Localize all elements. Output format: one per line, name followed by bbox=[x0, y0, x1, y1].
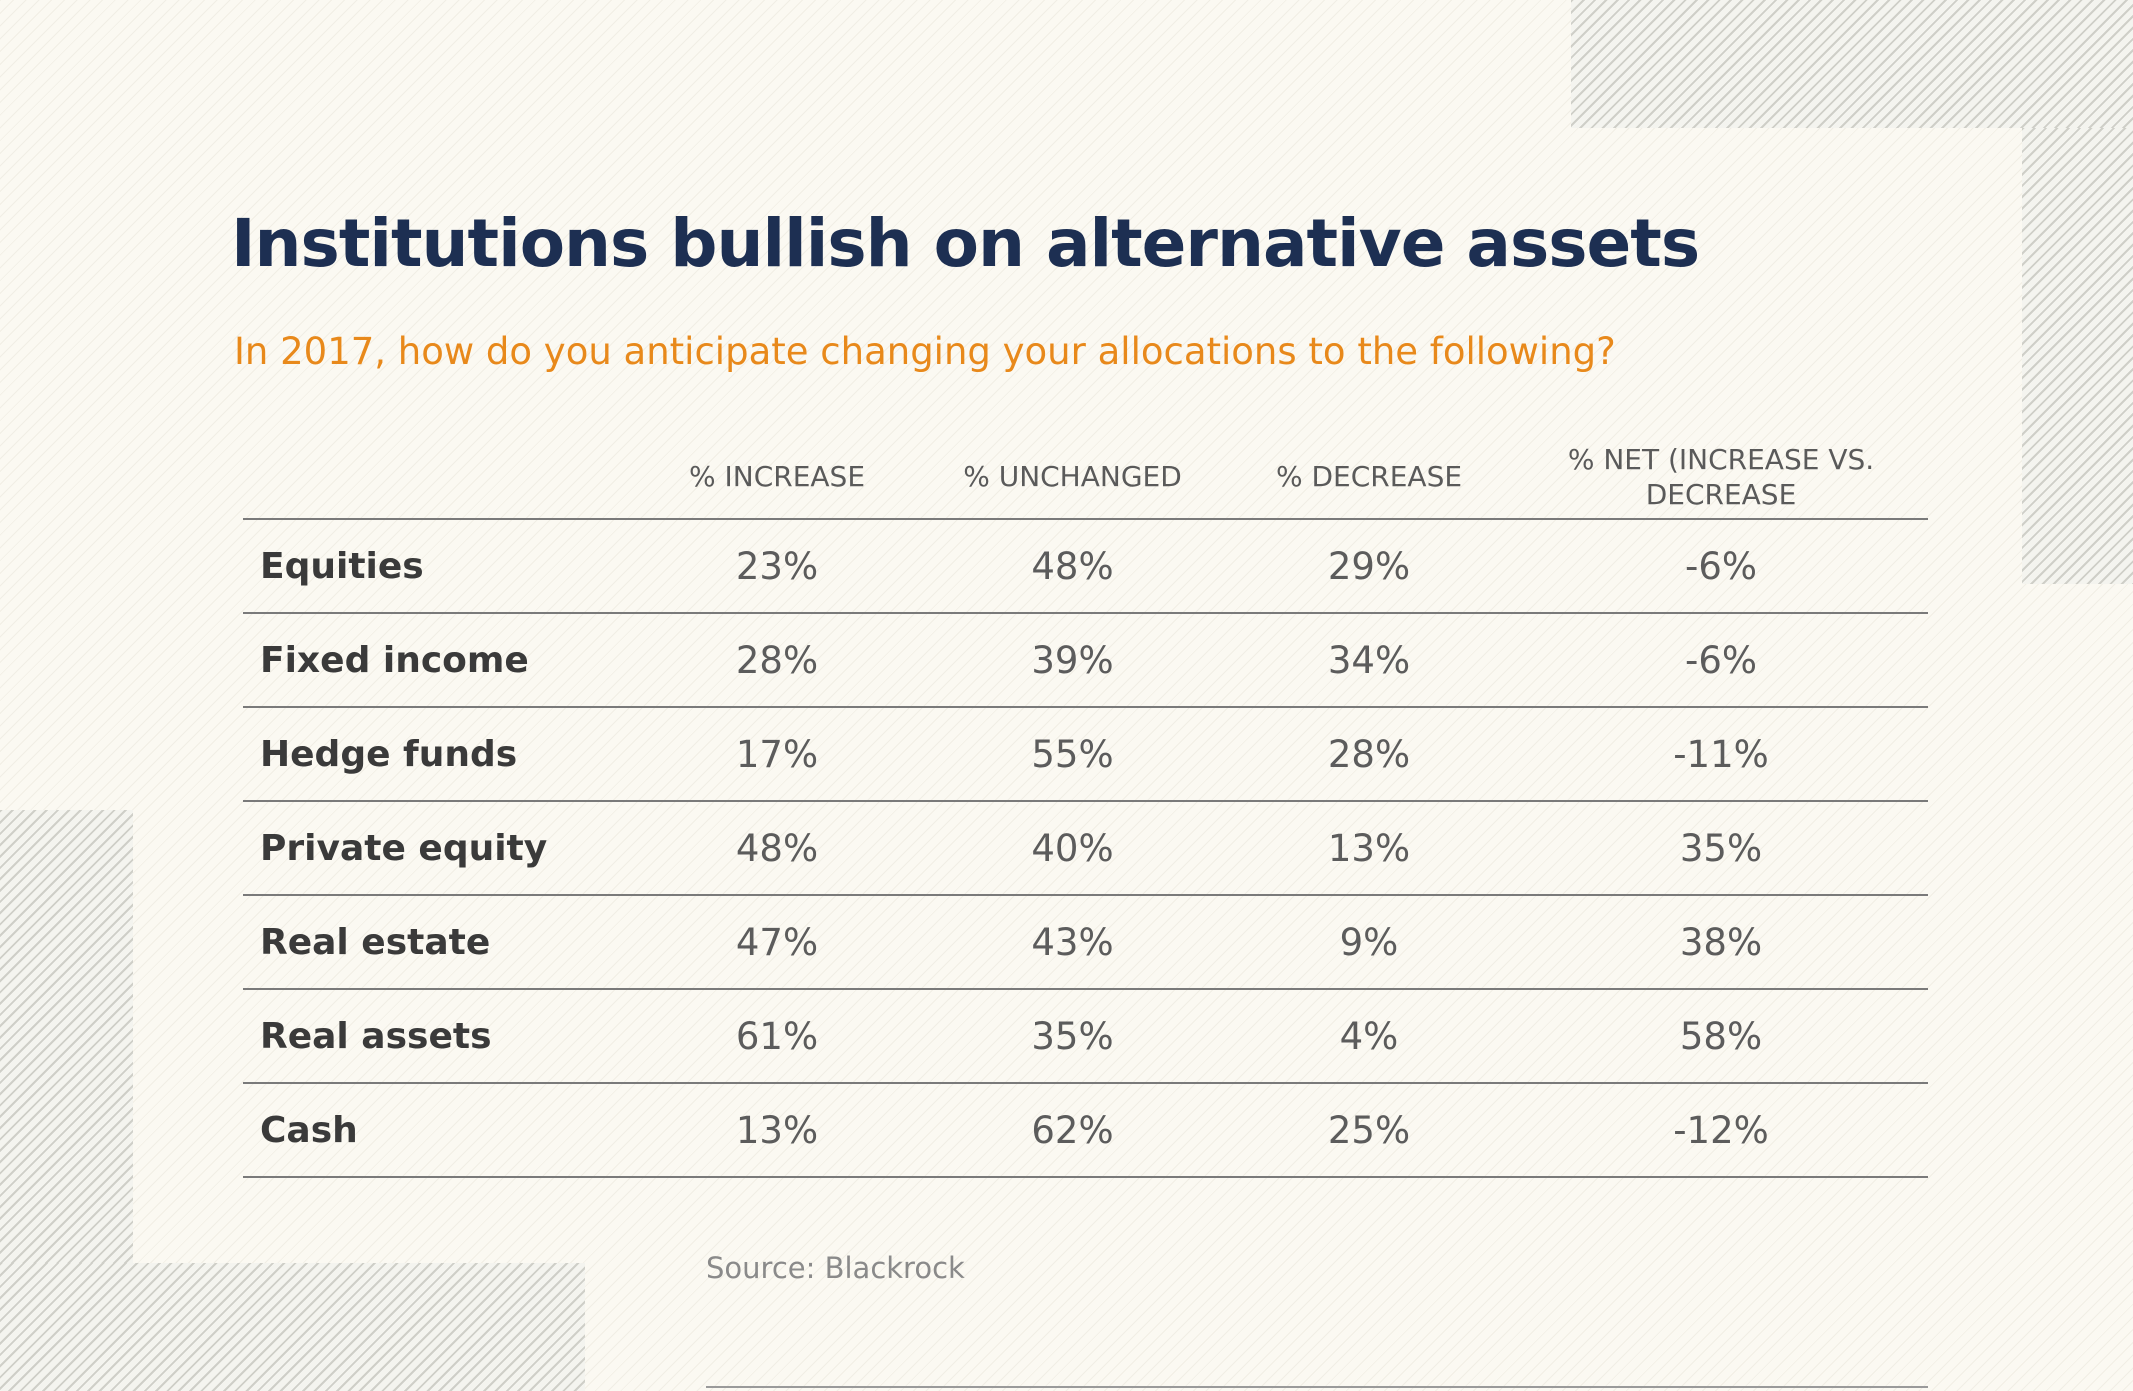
cell-decrease: 29% bbox=[1224, 519, 1514, 614]
table-row: Cash 13% 62% 25% -12% bbox=[243, 1083, 1928, 1178]
column-header-label bbox=[243, 435, 633, 520]
decorative-stripes-bottom-left bbox=[0, 1263, 585, 1391]
cell-increase: 48% bbox=[633, 801, 921, 896]
cell-unchanged: 43% bbox=[921, 895, 1224, 990]
column-header-unchanged: % UNCHANGED bbox=[921, 435, 1224, 520]
cell-unchanged: 48% bbox=[921, 519, 1224, 614]
table-row: Fixed income 28% 39% 34% -6% bbox=[243, 613, 1928, 708]
decorative-stripes-left bbox=[0, 810, 133, 1263]
cell-net: 35% bbox=[1514, 801, 1928, 896]
cell-net: 58% bbox=[1514, 989, 1928, 1084]
cell-decrease: 13% bbox=[1224, 801, 1514, 896]
decorative-stripes-top-right bbox=[1571, 0, 2133, 128]
cell-net: -6% bbox=[1514, 519, 1928, 614]
cell-net: -12% bbox=[1514, 1083, 1928, 1178]
cell-decrease: 34% bbox=[1224, 613, 1514, 708]
cell-unchanged: 55% bbox=[921, 707, 1224, 802]
cell-increase: 47% bbox=[633, 895, 921, 990]
cell-decrease: 4% bbox=[1224, 989, 1514, 1084]
chart-subtitle: In 2017, how do you anticipate changing … bbox=[234, 330, 1616, 373]
cell-decrease: 25% bbox=[1224, 1083, 1514, 1178]
cell-increase: 61% bbox=[633, 989, 921, 1084]
cell-net: -6% bbox=[1514, 613, 1928, 708]
table-row: Real estate 47% 43% 9% 38% bbox=[243, 895, 1928, 990]
row-label: Fixed income bbox=[243, 613, 633, 708]
table-row: Hedge funds 17% 55% 28% -11% bbox=[243, 707, 1928, 802]
row-label: Real estate bbox=[243, 895, 633, 990]
column-header-net: % NET (INCREASE VS. DECREASE bbox=[1514, 435, 1928, 520]
row-label: Cash bbox=[243, 1083, 633, 1178]
cell-increase: 17% bbox=[633, 707, 921, 802]
cell-unchanged: 35% bbox=[921, 989, 1224, 1084]
table-row: Equities 23% 48% 29% -6% bbox=[243, 519, 1928, 614]
cell-decrease: 28% bbox=[1224, 707, 1514, 802]
cell-decrease: 9% bbox=[1224, 895, 1514, 990]
row-label: Equities bbox=[243, 519, 633, 614]
cell-net: -11% bbox=[1514, 707, 1928, 802]
cell-unchanged: 40% bbox=[921, 801, 1224, 896]
column-header-decrease: % DECREASE bbox=[1224, 435, 1514, 520]
table-row: Real assets 61% 35% 4% 58% bbox=[243, 989, 1928, 1084]
bottom-divider bbox=[706, 1386, 1928, 1388]
cell-increase: 13% bbox=[633, 1083, 921, 1178]
row-label: Hedge funds bbox=[243, 707, 633, 802]
decorative-stripes-right bbox=[2022, 128, 2133, 584]
row-label: Private equity bbox=[243, 801, 633, 896]
source-note: Source: Blackrock bbox=[706, 1251, 965, 1285]
cell-increase: 28% bbox=[633, 613, 921, 708]
allocation-table: % INCREASE % UNCHANGED % DECREASE % NET … bbox=[243, 435, 1928, 1178]
table-row: Private equity 48% 40% 13% 35% bbox=[243, 801, 1928, 896]
chart-title: Institutions bullish on alternative asse… bbox=[231, 205, 1700, 282]
row-label: Real assets bbox=[243, 989, 633, 1084]
cell-increase: 23% bbox=[633, 519, 921, 614]
cell-net: 38% bbox=[1514, 895, 1928, 990]
column-header-increase: % INCREASE bbox=[633, 435, 921, 520]
cell-unchanged: 62% bbox=[921, 1083, 1224, 1178]
table-header-row: % INCREASE % UNCHANGED % DECREASE % NET … bbox=[243, 435, 1928, 520]
cell-unchanged: 39% bbox=[921, 613, 1224, 708]
